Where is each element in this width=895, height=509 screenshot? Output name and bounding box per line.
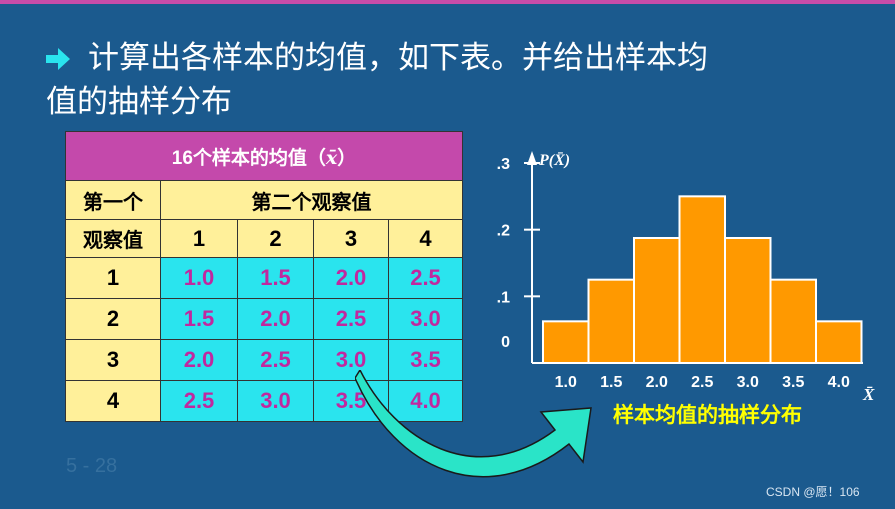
- mean-cell: 2.5: [388, 257, 463, 299]
- y-tick-label: .1: [497, 289, 510, 306]
- column-group-label: 第二个观察值: [160, 180, 463, 220]
- sampling-distribution-chart: 0 .1 .2 .3 1.0 1.5 2.0 2.5 3.0 3.5 4.0 P(X̄) X̄ 样…: [497, 151, 875, 427]
- mean-cell: 3.5: [388, 339, 463, 381]
- mean-cell: 2.5: [313, 298, 389, 340]
- bar: [542, 320, 590, 364]
- top-rule: [0, 0, 895, 4]
- bars-layer: [542, 195, 863, 365]
- heading-line-1: 计算出各样本的均值，如下表。并给出样本均: [88, 40, 708, 76]
- mean-cell: 2.5: [237, 339, 314, 381]
- bar: [769, 278, 817, 365]
- x-ticks-layer: 1.0 1.5 2.0 2.5 3.0 3.5 4.0: [555, 374, 850, 391]
- bar: [815, 320, 863, 364]
- mean-cell: 2.5: [160, 380, 238, 422]
- row-header-label-1: 第一个: [65, 180, 161, 220]
- slide-heading: 计算出各样本的均值，如下表。并给出样本均 值的抽样分布: [46, 36, 876, 124]
- x-tick-label: 1.0: [555, 374, 577, 391]
- bar: [587, 278, 635, 365]
- bar: [678, 195, 726, 365]
- table-row: 4 2.5 3.0 3.5 4.0: [65, 380, 463, 422]
- x-tick-label: 2.5: [691, 374, 713, 391]
- mean-cell: 1.5: [160, 298, 238, 340]
- x-axis-label: X̄: [862, 385, 875, 404]
- x-tick-label: 3.0: [737, 374, 759, 391]
- mean-cell: 2.0: [160, 339, 238, 381]
- sample-means-table: 16个样本的均值（x̄） 第一个 第二个观察值 观察值 1 2 3 4 1 1.…: [65, 131, 463, 422]
- x-tick-label: 2.0: [646, 374, 668, 391]
- table-title-symbol: x̄: [325, 146, 338, 169]
- row-label: 4: [65, 380, 161, 422]
- y-axis-label: P(X̄): [538, 151, 570, 169]
- table-row: 3 2.0 2.5 3.0 3.5: [65, 339, 463, 381]
- mean-cell: 3.0: [388, 298, 463, 340]
- mean-cell: 3.0: [313, 339, 389, 381]
- y-tick-label: .2: [497, 223, 510, 240]
- chart-caption: 样本均值的抽样分布: [613, 403, 802, 427]
- y-axis-arrow-icon: [527, 151, 537, 165]
- mean-cell: 3.0: [237, 380, 314, 422]
- mean-cell: 2.0: [313, 257, 389, 299]
- y-tick-label: 0: [501, 334, 510, 351]
- bar: [633, 237, 681, 364]
- x-tick-label: 4.0: [828, 374, 850, 391]
- bar: [724, 237, 772, 364]
- row-label: 2: [65, 298, 161, 340]
- column-label: 2: [237, 219, 314, 258]
- row-header-label-2: 观察值: [65, 219, 161, 258]
- table-title-suffix: ）: [337, 147, 357, 169]
- watermark: CSDN @愿！106: [766, 485, 860, 499]
- table-title-prefix: 16个样本的均值（: [171, 147, 326, 169]
- table-row: 2 1.5 2.0 2.5 3.0: [65, 298, 463, 340]
- row-label: 1: [65, 257, 161, 299]
- mean-cell: 2.0: [237, 298, 314, 340]
- mean-cell: 4.0: [388, 380, 463, 422]
- row-label: 3: [65, 339, 161, 381]
- column-label: 1: [160, 219, 238, 258]
- right-arrow-icon: [46, 48, 70, 70]
- table-title: 16个样本的均值（x̄）: [65, 131, 463, 181]
- y-ticks-layer: 0 .1 .2 .3: [497, 156, 540, 351]
- heading-line-2: 值的抽样分布: [46, 84, 232, 120]
- table-row: 1 1.0 1.5 2.0 2.5: [65, 257, 463, 299]
- curved-arrow-icon: [355, 370, 592, 478]
- mean-cell: 1.0: [160, 257, 238, 299]
- y-tick-label: .3: [497, 156, 510, 173]
- column-label: 3: [313, 219, 389, 258]
- x-tick-label: 1.5: [600, 374, 622, 391]
- page-number: 5 - 28: [66, 455, 118, 477]
- x-tick-label: 3.5: [782, 374, 804, 391]
- column-label: 4: [388, 219, 463, 258]
- mean-cell: 1.5: [237, 257, 314, 299]
